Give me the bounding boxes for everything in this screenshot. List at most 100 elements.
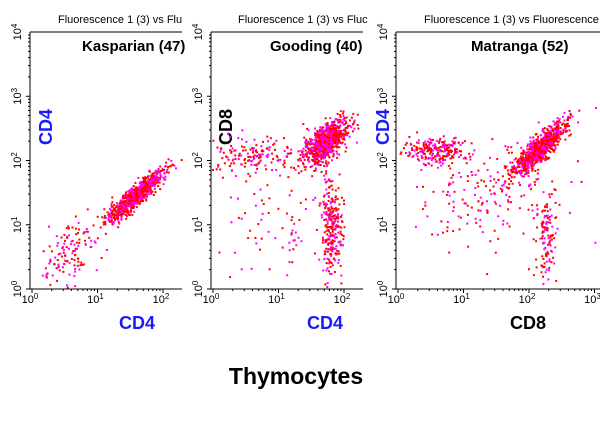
data-point [334, 131, 337, 134]
data-point [536, 141, 539, 144]
data-point [550, 142, 553, 145]
data-point [117, 221, 120, 224]
data-point [324, 133, 327, 136]
data-point [537, 135, 539, 138]
data-point [333, 214, 336, 217]
data-point [328, 136, 331, 139]
data-point [501, 184, 504, 187]
data-point [118, 202, 121, 205]
data-point [533, 156, 536, 159]
data-point [143, 183, 146, 186]
data-point [261, 149, 264, 152]
data-point [485, 209, 488, 212]
data-point [335, 150, 338, 153]
data-point [269, 137, 272, 140]
data-point [136, 189, 139, 191]
data-point [291, 261, 294, 264]
data-point [303, 165, 306, 168]
data-point [530, 158, 533, 161]
x-tick-label: 100 [388, 292, 405, 306]
data-point [325, 141, 327, 144]
data-point [331, 180, 334, 182]
data-point [451, 162, 454, 165]
data-point [529, 144, 531, 147]
data-point [594, 107, 597, 109]
data-point [350, 116, 353, 119]
data-point [542, 150, 545, 153]
data-point [283, 150, 286, 152]
data-point [528, 268, 530, 271]
data-point [519, 159, 522, 162]
data-point [74, 227, 77, 230]
data-point [554, 136, 557, 139]
data-point [270, 161, 273, 164]
data-point [153, 188, 156, 190]
data-point [436, 233, 439, 236]
y-tick-label: 104 [376, 23, 390, 40]
data-point [329, 235, 332, 238]
data-point [349, 124, 352, 127]
data-point [327, 250, 330, 253]
data-point [324, 123, 327, 125]
data-point [421, 156, 424, 159]
data-point [62, 270, 65, 273]
data-point [132, 198, 135, 200]
data-point [253, 193, 256, 195]
data-point [250, 163, 253, 166]
data-point [118, 222, 121, 225]
data-point [42, 250, 45, 253]
data-point [314, 132, 317, 135]
data-point [426, 145, 429, 148]
data-point [543, 237, 546, 240]
data-point [427, 157, 430, 160]
data-point [442, 143, 445, 145]
data-point [49, 260, 52, 263]
data-point [420, 168, 423, 171]
data-point [545, 157, 548, 160]
data-point [314, 161, 316, 163]
data-point [74, 253, 77, 256]
data-point [148, 184, 151, 187]
data-point [144, 176, 147, 179]
data-point [473, 149, 476, 152]
data-point [302, 163, 305, 166]
data-point [554, 201, 557, 204]
data-point [138, 194, 141, 197]
data-point [532, 159, 535, 162]
data-point [531, 151, 534, 154]
data-point [286, 274, 289, 277]
data-point [322, 126, 325, 129]
data-point [471, 153, 474, 156]
data-point [440, 146, 443, 149]
data-point [153, 172, 156, 175]
data-point [134, 191, 137, 194]
data-point [161, 168, 164, 170]
data-point [117, 207, 120, 210]
data-point [128, 200, 130, 203]
data-point [549, 236, 552, 239]
data-point [470, 206, 473, 209]
data-point [515, 168, 517, 171]
data-point [334, 218, 337, 221]
data-point [286, 152, 289, 155]
data-point [325, 145, 328, 148]
data-point [227, 158, 230, 161]
data-point [422, 162, 425, 165]
data-point [324, 155, 327, 158]
data-point [568, 125, 571, 127]
data-point [517, 163, 520, 166]
data-point [504, 180, 507, 183]
data-point [331, 239, 334, 242]
data-point [399, 152, 402, 155]
data-point [53, 263, 56, 266]
data-point [449, 144, 452, 147]
data-point [524, 168, 527, 171]
data-point [546, 142, 549, 145]
data-point [432, 190, 435, 193]
data-point [524, 155, 527, 158]
data-point [416, 158, 419, 161]
data-point [339, 232, 342, 235]
data-point [435, 148, 438, 151]
data-point [506, 148, 509, 151]
data-point [546, 129, 549, 132]
